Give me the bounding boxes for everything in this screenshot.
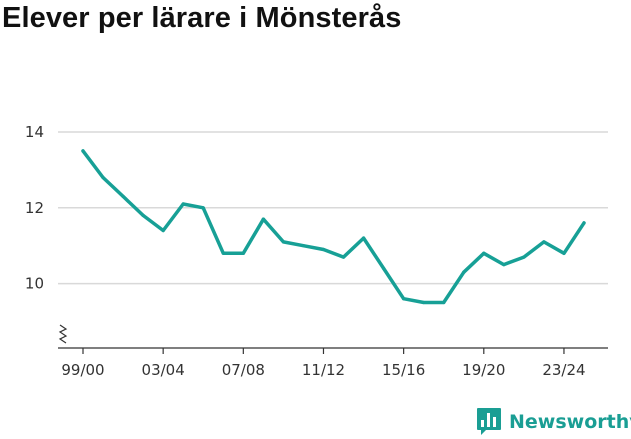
data-point-07/08 [241,251,245,255]
series-line-path [81,149,586,305]
x-axis [58,324,608,354]
y-tick-label: 14 [25,123,44,141]
x-tick-label: 99/00 [61,361,104,379]
data-point-24/25 [582,221,586,225]
x-tick-label: 19/20 [462,361,505,379]
newsworthy-logo-icon [477,408,501,435]
brand-name: Newsworthy [509,411,631,433]
x-tick-label: 23/24 [542,361,585,379]
data-point-05/06 [201,206,205,210]
x-tick-label: 15/16 [382,361,425,379]
data-point-19/20 [482,251,486,255]
data-point-04/05 [181,202,185,206]
data-point-18/19 [462,270,466,274]
gridlines [58,131,608,285]
data-point-20/21 [502,263,506,267]
tick-labels: 10 12 14 99/00 03/04 07/08 11/12 15/16 19/20 23/2… [25,123,586,379]
data-point-15/16 [402,297,406,301]
data-point-21/22 [522,255,526,259]
data-point-09/10 [281,240,285,244]
data-point-16/17 [422,300,426,305]
y-tick-label: 12 [25,199,44,217]
data-point-13/14 [361,236,366,240]
data-point-14/15 [382,266,386,271]
data-point-11/12 [321,247,326,252]
data-point-23/24 [562,251,566,255]
data-point-17/18 [442,300,446,305]
chart-title: Elever per lärare i Mönsterås [2,2,402,34]
axis-break-icon [58,324,68,344]
data-point-10/11 [301,244,306,248]
data-point-02/03 [141,213,145,217]
brand: Newsworthy [476,407,631,437]
x-tick-label: 11/12 [302,361,345,379]
data-point-03/04 [161,228,165,233]
y-tick-label: 10 [25,275,44,293]
series-line [81,149,586,305]
data-point-12/13 [341,255,346,259]
data-point-99/00 [81,149,85,153]
data-point-08/09 [261,217,265,221]
x-tick-label: 03/04 [142,361,185,379]
data-point-01/02 [121,194,125,199]
x-tick-label: 07/08 [222,361,265,379]
data-point-00/01 [101,175,105,180]
data-point-22/23 [542,240,546,244]
data-point-06/07 [221,251,225,255]
